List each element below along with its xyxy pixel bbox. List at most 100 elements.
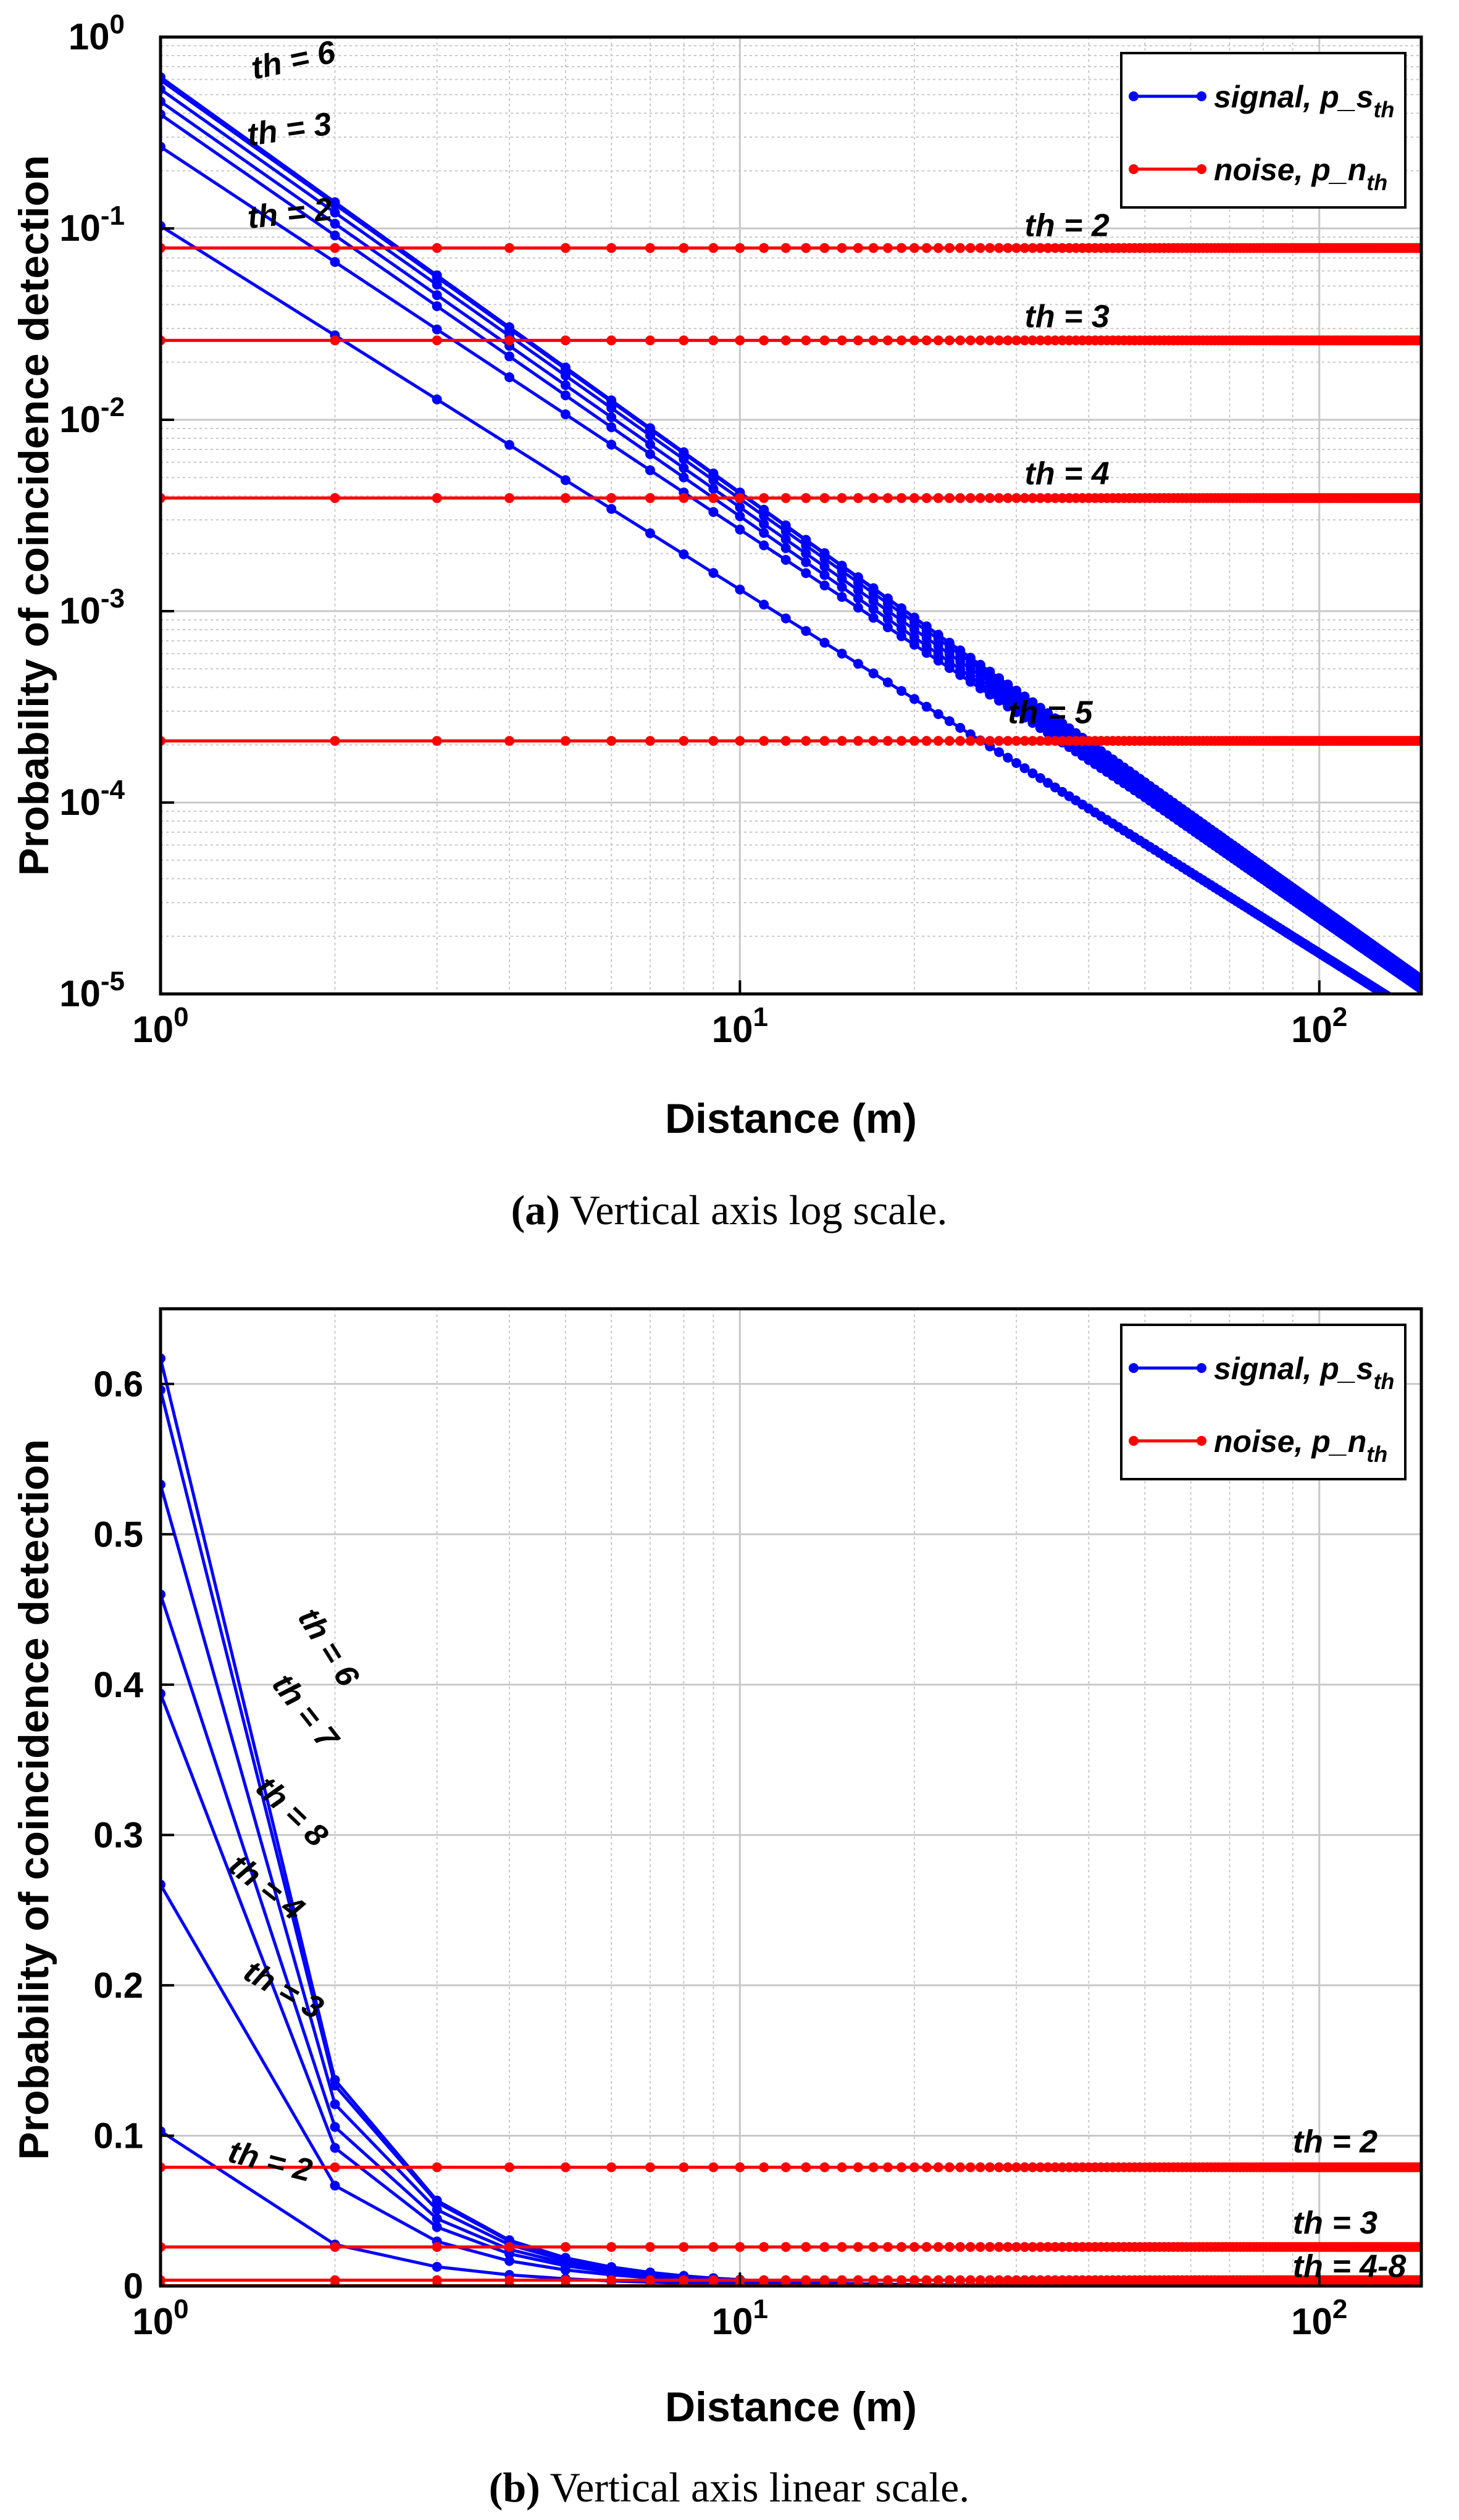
data-point bbox=[1003, 753, 1013, 763]
data-point bbox=[955, 243, 966, 253]
data-point bbox=[1035, 2242, 1045, 2252]
data-point bbox=[708, 507, 719, 517]
data-point bbox=[921, 2242, 932, 2252]
data-point bbox=[965, 2162, 976, 2172]
data-point bbox=[955, 2162, 966, 2172]
legend-entry-signal: signal, p_sth bbox=[1214, 80, 1394, 122]
data-point bbox=[955, 656, 966, 667]
data-point bbox=[1050, 2162, 1060, 2172]
data-point bbox=[735, 585, 745, 595]
data-point bbox=[432, 2242, 442, 2252]
y-tick-base: 10 bbox=[59, 590, 101, 632]
data-point bbox=[606, 440, 617, 450]
data-point bbox=[560, 362, 571, 373]
data-point bbox=[955, 2242, 966, 2252]
data-point bbox=[955, 335, 966, 346]
data-point bbox=[853, 585, 863, 595]
data-point bbox=[853, 603, 863, 613]
data-point bbox=[909, 493, 919, 503]
data-point bbox=[560, 493, 571, 503]
data-point bbox=[944, 335, 955, 346]
data-point bbox=[1043, 736, 1053, 746]
data-point bbox=[560, 475, 571, 485]
data-point bbox=[1035, 703, 1045, 713]
data-point bbox=[504, 2242, 514, 2252]
data-point bbox=[645, 335, 655, 346]
data-point bbox=[882, 2242, 893, 2252]
caption-label-a: (a) bbox=[511, 1187, 560, 1233]
data-point bbox=[1035, 243, 1045, 253]
data-point bbox=[780, 493, 791, 503]
series-noise-th3 bbox=[161, 2242, 1421, 2252]
data-point bbox=[708, 335, 719, 346]
data-point bbox=[1050, 2242, 1060, 2252]
data-point bbox=[837, 574, 847, 584]
data-point bbox=[432, 2205, 442, 2215]
data-point bbox=[1043, 493, 1053, 503]
data-point bbox=[330, 230, 340, 241]
data-point bbox=[1019, 763, 1030, 774]
data-point bbox=[994, 493, 1004, 503]
data-point bbox=[735, 2162, 745, 2172]
data-point bbox=[921, 633, 932, 643]
data-point bbox=[708, 243, 719, 253]
data-point bbox=[606, 395, 617, 406]
data-point bbox=[868, 668, 879, 678]
data-point bbox=[853, 572, 863, 582]
data-point bbox=[330, 2143, 340, 2153]
data-point bbox=[1003, 2242, 1013, 2252]
data-point bbox=[933, 649, 943, 659]
y-tick-label: 0.3 bbox=[93, 1815, 143, 1855]
data-point bbox=[801, 2242, 811, 2252]
x-axis-label-a: Distance (m) bbox=[665, 1095, 917, 1142]
data-point bbox=[944, 2242, 955, 2252]
legend-entry-signal: signal, p_sth bbox=[1214, 1351, 1394, 1394]
data-point bbox=[504, 335, 514, 346]
data-point bbox=[504, 322, 514, 332]
data-point bbox=[801, 626, 811, 636]
data-point bbox=[837, 592, 847, 602]
data-point bbox=[909, 335, 919, 346]
data-point bbox=[1019, 243, 1030, 253]
data-point bbox=[1019, 2162, 1030, 2172]
y-tick-label: 10-2 bbox=[59, 392, 125, 440]
y-tick-exp: -2 bbox=[101, 392, 125, 422]
data-point bbox=[1003, 2162, 1013, 2172]
data-point bbox=[1043, 2242, 1053, 2252]
data-point bbox=[921, 701, 932, 712]
data-point bbox=[975, 659, 985, 670]
y-tick-exp: -3 bbox=[101, 583, 125, 614]
data-point bbox=[432, 2162, 442, 2172]
y-tick-base: 10 bbox=[59, 399, 101, 440]
data-point bbox=[909, 640, 919, 650]
data-point bbox=[837, 648, 847, 659]
data-point bbox=[1019, 2242, 1030, 2252]
data-point bbox=[921, 493, 932, 503]
data-point bbox=[882, 622, 893, 633]
data-point bbox=[759, 493, 769, 503]
data-point bbox=[606, 243, 617, 253]
data-point bbox=[735, 524, 745, 535]
data-point bbox=[1057, 335, 1068, 346]
data-point bbox=[1050, 243, 1060, 253]
data-point bbox=[975, 736, 985, 746]
caption-text-a: Vertical axis log scale. bbox=[570, 1187, 948, 1233]
y-tick-label: 10-3 bbox=[59, 583, 125, 632]
data-point bbox=[560, 390, 571, 401]
data-point bbox=[759, 519, 769, 529]
data-point bbox=[735, 502, 745, 512]
data-point bbox=[994, 747, 1004, 757]
data-point bbox=[780, 2242, 791, 2252]
legend-entry-text: noise, p_n bbox=[1214, 152, 1366, 187]
caption-text-b: Vertical axis linear scale. bbox=[550, 2464, 970, 2511]
data-point bbox=[606, 412, 617, 422]
data-point bbox=[432, 736, 442, 746]
data-point bbox=[801, 2162, 811, 2172]
data-point bbox=[897, 631, 906, 641]
data-point bbox=[897, 243, 906, 253]
data-point bbox=[955, 723, 966, 733]
data-point bbox=[819, 570, 830, 580]
data-point bbox=[1035, 335, 1045, 346]
data-point bbox=[975, 2242, 985, 2252]
